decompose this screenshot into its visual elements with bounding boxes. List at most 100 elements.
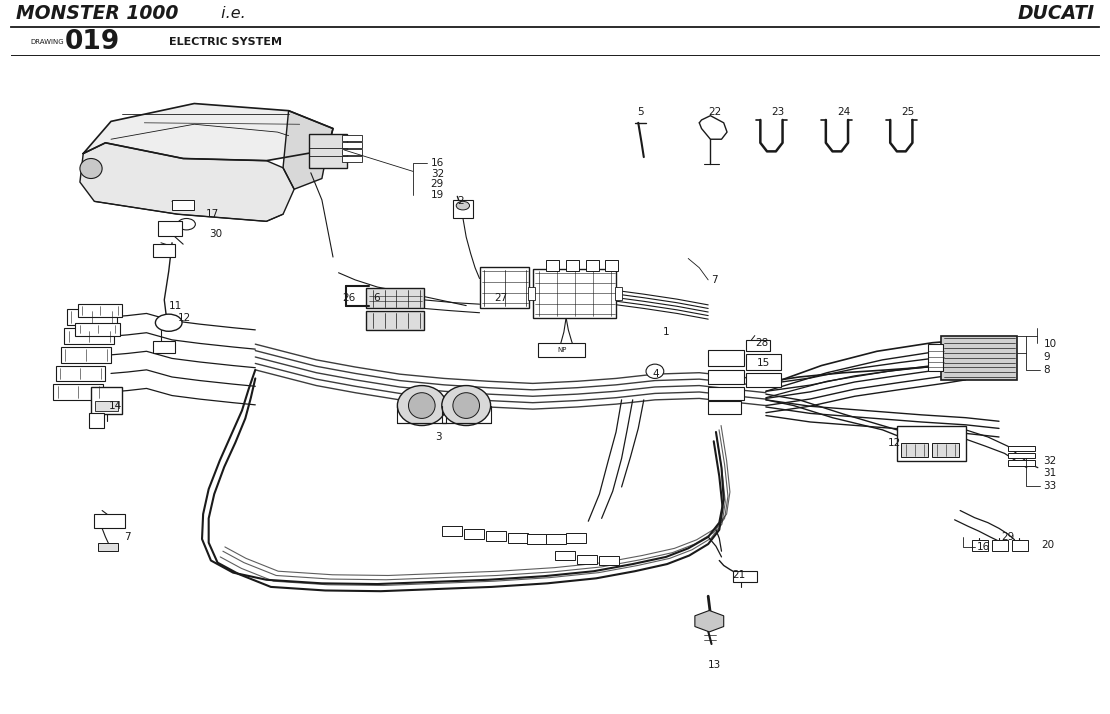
Bar [599, 556, 619, 565]
Bar [53, 384, 103, 400]
Text: MONSTER 1000: MONSTER 1000 [16, 4, 178, 24]
Bar [1008, 446, 1035, 451]
Text: 7: 7 [124, 532, 131, 542]
Text: 33: 33 [1043, 481, 1057, 491]
Bar [1008, 460, 1035, 466]
Bar [67, 309, 117, 325]
Bar [527, 534, 547, 544]
Bar [733, 571, 757, 582]
Text: 019: 019 [64, 29, 120, 56]
Text: 14: 14 [109, 401, 122, 411]
Bar [528, 287, 535, 300]
Text: 30: 30 [209, 229, 222, 239]
Ellipse shape [80, 159, 102, 178]
Bar [342, 142, 362, 148]
Bar [546, 534, 566, 544]
Text: 28: 28 [755, 338, 768, 348]
Polygon shape [283, 111, 333, 189]
Bar [64, 328, 114, 344]
Bar [992, 540, 1008, 551]
Bar [172, 200, 194, 210]
Text: ELECTRIC SYSTEM: ELECTRIC SYSTEM [169, 36, 282, 47]
Text: 26: 26 [342, 293, 355, 303]
Bar [546, 260, 559, 271]
Bar [342, 149, 362, 155]
Ellipse shape [442, 386, 491, 426]
Bar [1008, 453, 1035, 458]
Bar [586, 260, 599, 271]
Bar [75, 323, 120, 336]
Bar [533, 269, 616, 318]
Bar [89, 413, 104, 428]
Bar [153, 244, 175, 257]
Bar [928, 344, 943, 371]
Bar [708, 350, 744, 366]
Text: 12: 12 [178, 313, 191, 323]
Bar [932, 443, 959, 457]
Bar [91, 387, 122, 414]
Bar [508, 533, 528, 543]
Bar [480, 267, 529, 308]
Text: 9: 9 [1043, 352, 1050, 362]
Bar [366, 288, 424, 308]
Text: 24: 24 [837, 107, 850, 117]
Text: 25: 25 [901, 107, 915, 117]
Bar [972, 540, 988, 551]
Bar [442, 526, 462, 536]
Bar [746, 340, 770, 351]
Text: 16: 16 [977, 542, 990, 552]
Bar [746, 373, 781, 387]
Text: 29: 29 [1001, 532, 1015, 542]
Bar [342, 156, 362, 162]
Bar [78, 304, 122, 317]
Bar [897, 426, 966, 461]
Bar [566, 260, 579, 271]
Text: 17: 17 [205, 209, 219, 219]
Text: 12: 12 [888, 438, 901, 448]
Bar [538, 343, 585, 357]
Bar [941, 336, 1017, 380]
Ellipse shape [178, 218, 195, 230]
Text: 16: 16 [431, 158, 444, 168]
Text: 31: 31 [1043, 468, 1057, 478]
Ellipse shape [453, 393, 480, 418]
Bar [94, 514, 125, 528]
Bar [153, 341, 175, 353]
Ellipse shape [456, 201, 470, 210]
Text: 32: 32 [431, 169, 444, 178]
Bar [555, 551, 575, 560]
Ellipse shape [408, 393, 435, 418]
Text: 3: 3 [435, 432, 442, 442]
Text: 8: 8 [1043, 365, 1050, 375]
Text: DRAWING: DRAWING [30, 39, 63, 45]
Bar [1012, 540, 1028, 551]
Text: 11: 11 [169, 301, 182, 311]
Text: i.e.: i.e. [216, 6, 246, 21]
Bar [708, 370, 744, 384]
Text: NP: NP [557, 347, 566, 353]
Bar [342, 135, 362, 141]
Text: 5: 5 [637, 107, 644, 117]
Bar [708, 401, 741, 414]
Bar [746, 354, 781, 370]
Text: 23: 23 [771, 107, 785, 117]
Bar [464, 529, 484, 539]
Bar [615, 287, 622, 300]
Text: 10: 10 [1043, 339, 1057, 349]
Text: 6: 6 [373, 293, 380, 303]
Text: 22: 22 [708, 107, 722, 117]
Text: DUCATI: DUCATI [1018, 4, 1094, 24]
Text: 7: 7 [712, 275, 718, 285]
Text: 29: 29 [431, 179, 444, 189]
Text: 27: 27 [494, 293, 507, 303]
Bar [486, 531, 506, 541]
Bar [309, 134, 347, 168]
Text: 20: 20 [1041, 540, 1054, 550]
Polygon shape [80, 143, 294, 221]
Bar [95, 401, 118, 411]
Bar [98, 543, 118, 551]
Bar [158, 221, 182, 236]
Text: 1: 1 [663, 327, 669, 337]
Bar [56, 366, 105, 381]
Text: 2: 2 [457, 196, 464, 206]
